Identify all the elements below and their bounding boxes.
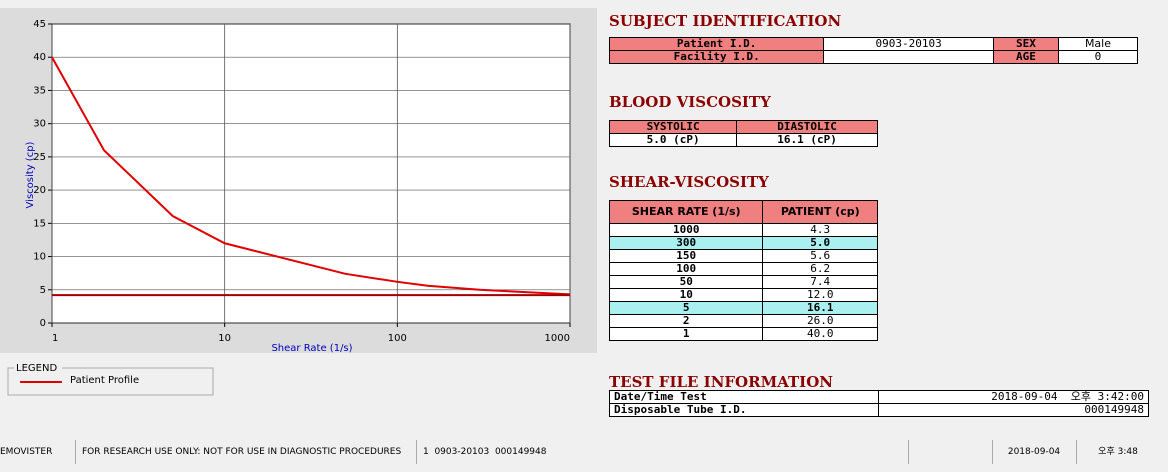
label: Date/Time Test: [609, 390, 879, 404]
series-line: [51, 56, 571, 296]
y-label: Viscosity (cp): [25, 141, 36, 208]
x-tick-label: 100: [388, 333, 407, 344]
shear-rate: 100: [608, 262, 764, 276]
viscosity: 6.2: [762, 262, 878, 276]
shear-rate: 5: [608, 301, 764, 315]
viscosity: 12.0: [762, 288, 878, 302]
header: DIASTOLIC: [736, 120, 878, 134]
status-cell: EMOVISTER: [0, 447, 53, 457]
status-cell: [908, 440, 995, 464]
viscosity: 26.0: [762, 314, 878, 328]
value: 16.1 (cP): [736, 133, 878, 147]
viscosity: 16.1: [762, 301, 878, 315]
header: SYSTOLIC: [608, 120, 738, 134]
x-label: Shear Rate (1/s): [271, 343, 352, 354]
test-table: Date/Time Test 2018-09-04 오후 3:42:00 Disp…: [609, 390, 1149, 417]
section-title: SHEAR-VISCOSITY: [609, 173, 769, 191]
legend-title-bg: [14, 362, 62, 374]
shear-rate: 300: [608, 236, 764, 250]
shear-rate: 10: [608, 288, 764, 302]
plot-area: [51, 23, 571, 324]
value: 0: [1057, 50, 1139, 64]
label: Facility I.D.: [608, 50, 825, 64]
shear-rate: 50: [608, 275, 764, 289]
status-cell: FOR RESEARCH USE ONLY: NOT FOR USE IN DI…: [75, 440, 401, 464]
status-cell: 2018-09-04: [992, 440, 1069, 464]
section-title: TEST FILE INFORMATION: [609, 373, 833, 391]
legend-title: LEGEND: [16, 363, 57, 374]
y-tick-label: 40: [33, 52, 46, 63]
y-tick-label: 15: [33, 218, 46, 229]
y-tick-label: 10: [33, 252, 46, 263]
chart: Shear Rate (1/s) Viscosity (cp) LEGEND 0…: [0, 8, 597, 396]
shear-rate: 1: [608, 327, 764, 341]
shear-rate: 1000: [608, 223, 764, 237]
section-title: BLOOD VISCOSITY: [609, 93, 771, 111]
value: 000149948: [878, 403, 1149, 417]
subject-table: Patient I.D. 0903-20103 SEX Male Facility …: [608, 37, 1139, 64]
label: Patient I.D.: [608, 37, 825, 51]
label: SEX: [992, 37, 1059, 51]
viscosity: 40.0: [762, 327, 878, 341]
viscosity: 4.3: [762, 223, 878, 237]
status-cell: 1 0903-20103 000149948: [416, 440, 547, 464]
shear-table: SHEAR RATE (1/s) PATIENT (cp) 1000 4.3 300 5.…: [608, 200, 878, 341]
value: 2018-09-04 오후 3:42:00: [878, 390, 1149, 404]
viscosity: 5.6: [762, 249, 878, 263]
value: Male: [1057, 37, 1139, 51]
legend-label: Patient Profile: [70, 375, 139, 386]
y-tick-label: 25: [33, 152, 46, 163]
value: 0903-20103: [823, 37, 994, 51]
y-tick-label: 5: [40, 285, 46, 296]
x-tick-label: 1: [52, 333, 58, 344]
legend-box: [7, 367, 214, 396]
y-tick-label: 0: [40, 318, 46, 329]
y-tick-label: 30: [33, 119, 46, 130]
viscosity: 5.0: [762, 236, 878, 250]
blood-table: SYSTOLIC DIASTOLIC 5.0 (cP) 16.1 (cP): [608, 120, 878, 147]
y-tick-label: 45: [33, 19, 46, 30]
y-tick-label: 20: [33, 185, 46, 196]
label: AGE: [992, 50, 1059, 64]
header: PATIENT (cp): [762, 200, 878, 224]
status-cell: 오후 3:48: [1076, 440, 1153, 464]
header: SHEAR RATE (1/s): [608, 200, 764, 224]
x-tick-label: 1000: [545, 333, 570, 344]
value: [823, 50, 994, 64]
value: 5.0 (cP): [608, 133, 738, 147]
viscosity: 7.4: [762, 275, 878, 289]
shear-rate: 2: [608, 314, 764, 328]
label: Disposable Tube I.D.: [609, 403, 879, 417]
y-tick-label: 35: [33, 85, 46, 96]
section-title: SUBJECT IDENTIFICATION: [609, 12, 842, 30]
shear-rate: 150: [608, 249, 764, 263]
x-tick-label: 10: [218, 333, 231, 344]
